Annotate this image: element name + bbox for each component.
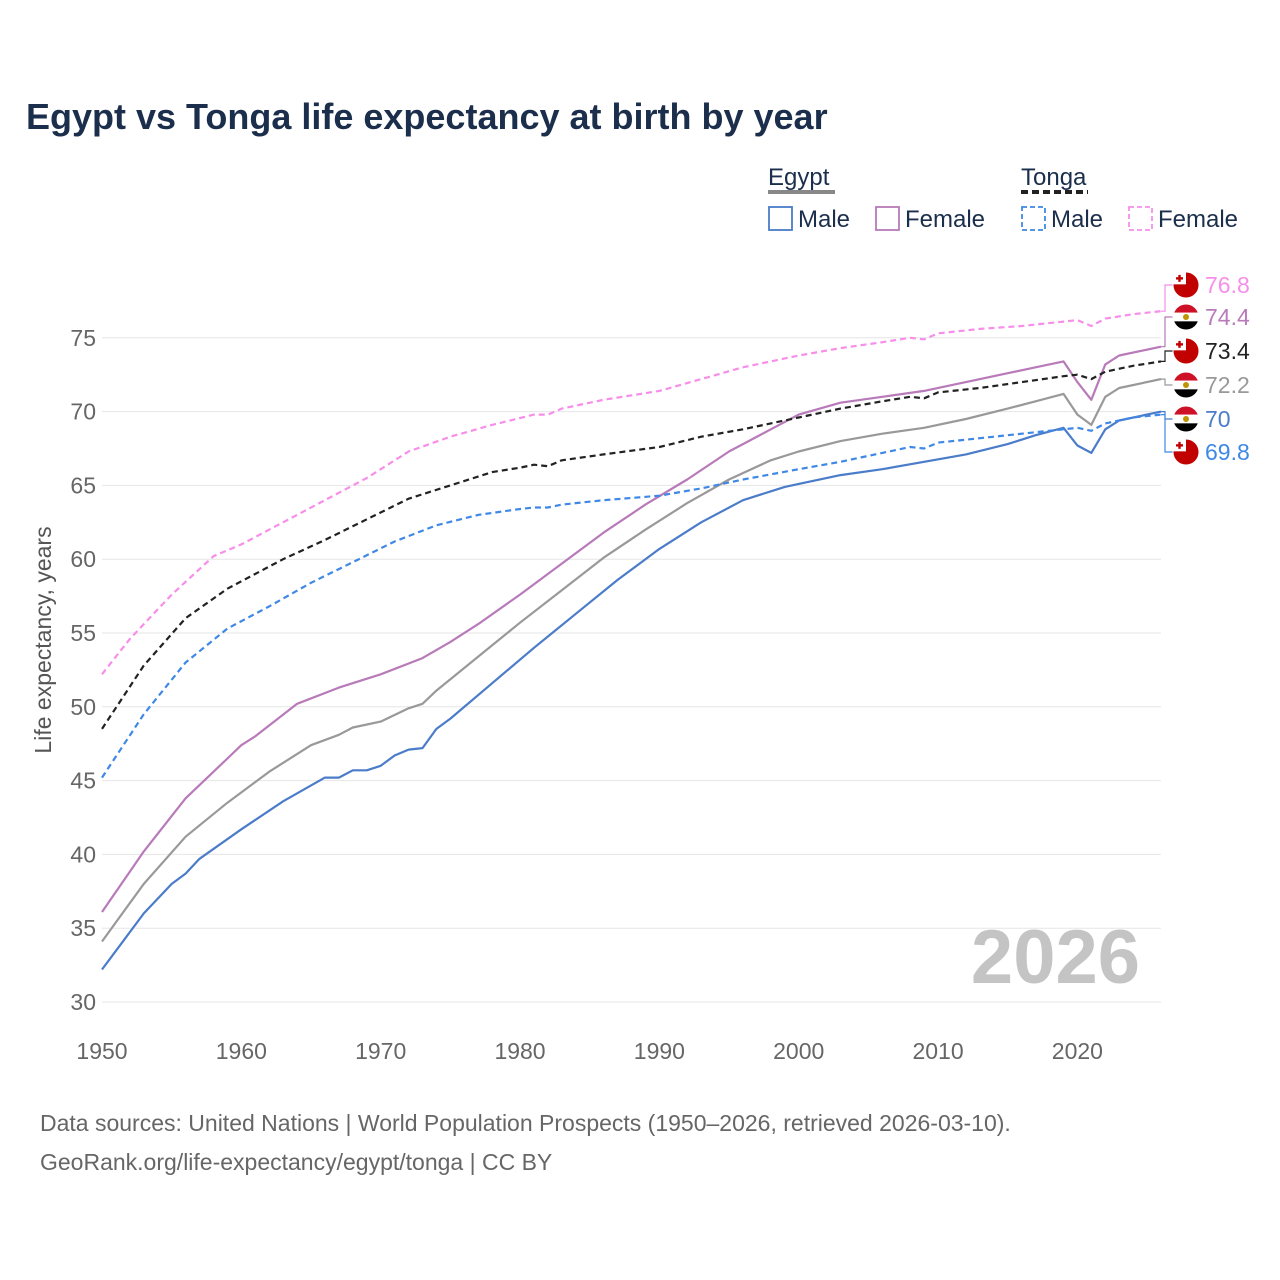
end-label-group: 69.8 [1161,414,1250,466]
series-line-egypt-male [101,410,1162,971]
end-label-group: 74.4 [1161,303,1250,348]
series-line-egypt-female [101,345,1162,913]
series-line-tonga-female [101,310,1162,675]
egypt-flag-icon [1173,406,1199,432]
gridlines [102,337,1161,1003]
egypt-flag-icon [1173,304,1199,330]
y-tick-label: 35 [70,915,96,941]
x-tick-label: 1980 [494,1038,545,1064]
legend-item-label: Female [905,206,985,233]
y-tick-label: 55 [70,620,96,646]
chart-title: Egypt vs Tonga life expectancy at birth … [26,96,828,137]
end-label-connector [1161,316,1173,348]
y-tick-label: 65 [70,472,96,498]
y-axis-label: Life expectancy, years [30,526,56,753]
x-tick-label: 2020 [1052,1038,1103,1064]
x-tick-label: 1950 [76,1038,127,1064]
series-lines [101,310,1162,971]
legend: Egypt Male Female Tonga Male Female [768,164,1238,233]
y-tick-label: 30 [70,989,96,1015]
legend-item-label: Male [1051,206,1103,233]
y-tick-label: 70 [70,399,96,425]
y-tick-label: 75 [70,325,96,351]
end-value-label: 74.4 [1205,304,1250,330]
source-link-text[interactable]: GeoRank.org/life-expectancy/egypt/tonga … [40,1149,552,1175]
end-label-connector [1161,378,1173,386]
x-axis-ticks: 1950 1960 1970 1980 1990 2000 2010 2020 [76,1038,1103,1064]
series-line-egypt-total [101,378,1162,943]
end-value-label: 76.8 [1205,272,1250,298]
end-value-label: 73.4 [1205,338,1250,364]
legend-swatch [1128,206,1153,231]
end-label-connector [1161,414,1173,453]
x-tick-label: 1960 [216,1038,267,1064]
x-tick-label: 2000 [773,1038,824,1064]
tonga-flag-icon [1173,439,1199,465]
x-tick-label: 1990 [634,1038,685,1064]
end-label-connector [1161,350,1173,362]
legend-swatch [1021,206,1046,231]
y-tick-label: 45 [70,768,96,794]
end-label-group: 72.2 [1161,371,1250,399]
series-line-tonga-male [101,413,1162,779]
end-value-label: 70 [1205,406,1231,432]
end-value-label: 69.8 [1205,439,1250,465]
year-watermark: 2026 [971,915,1140,1000]
egypt-flag-icon [1173,372,1199,398]
y-tick-label: 50 [70,694,96,720]
x-tick-label: 1970 [355,1038,406,1064]
legend-group-title: Egypt [768,164,830,191]
tonga-flag-icon [1173,338,1199,364]
legend-swatch [768,206,793,231]
y-axis-ticks: 30 35 40 45 50 55 60 65 70 75 [70,325,96,1015]
end-label-group: 70 [1161,405,1231,433]
x-tick-label: 2010 [912,1038,963,1064]
legend-item-label: Female [1158,206,1238,233]
y-tick-label: 60 [70,546,96,572]
end-value-label: 72.2 [1205,372,1250,398]
end-label-connector [1161,411,1173,420]
series-line-tonga-total [101,360,1162,730]
y-tick-label: 40 [70,841,96,867]
legend-swatch [875,206,900,231]
legend-group-title: Tonga [1021,164,1087,191]
end-label-group: 73.4 [1161,337,1250,365]
end-labels: 76.8 74.4 73.4 72.2 70 69.8 [1161,271,1250,466]
end-label-connector [1161,284,1173,312]
legend-item-label: Male [798,206,850,233]
source-text: Data sources: United Nations | World Pop… [40,1110,1011,1136]
